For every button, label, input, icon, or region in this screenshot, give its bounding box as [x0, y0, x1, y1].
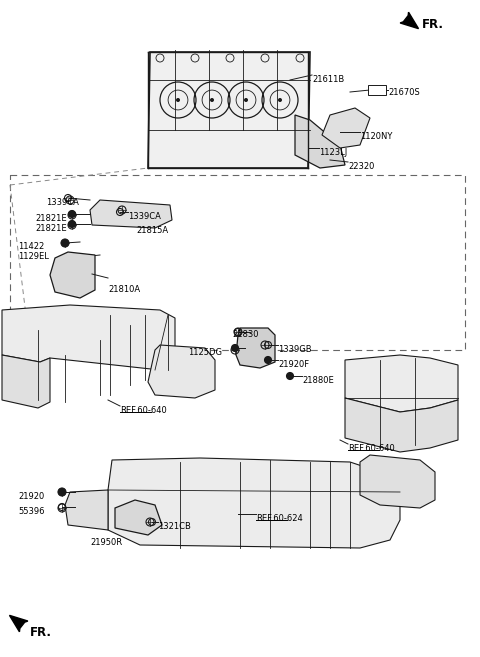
- Text: 21611B: 21611B: [312, 75, 344, 84]
- Text: 21815A: 21815A: [136, 226, 168, 235]
- Polygon shape: [148, 345, 215, 398]
- Text: 21880E: 21880E: [302, 376, 334, 385]
- Circle shape: [210, 98, 214, 102]
- Polygon shape: [90, 200, 172, 228]
- Text: 21810A: 21810A: [108, 285, 140, 294]
- Polygon shape: [2, 355, 50, 408]
- Polygon shape: [65, 490, 108, 530]
- Circle shape: [59, 489, 65, 495]
- Text: 21821E: 21821E: [35, 214, 67, 223]
- Text: REF.60-624: REF.60-624: [256, 514, 303, 523]
- Circle shape: [278, 98, 282, 102]
- Circle shape: [69, 210, 75, 217]
- Polygon shape: [295, 115, 345, 168]
- Text: 1129EL: 1129EL: [18, 252, 49, 261]
- Text: 1123LJ: 1123LJ: [319, 148, 347, 157]
- Text: 21950R: 21950R: [90, 538, 122, 547]
- Text: FR.: FR.: [422, 18, 444, 31]
- Polygon shape: [50, 252, 95, 298]
- Text: REF.60-640: REF.60-640: [348, 444, 395, 453]
- Text: 1120NY: 1120NY: [360, 132, 392, 141]
- Bar: [10, 175, 465, 350]
- Text: 11422: 11422: [18, 242, 44, 251]
- Circle shape: [61, 240, 69, 246]
- Text: 21920: 21920: [18, 492, 44, 501]
- Polygon shape: [148, 52, 310, 168]
- Text: 22320: 22320: [348, 162, 374, 171]
- Polygon shape: [360, 455, 435, 508]
- Circle shape: [176, 98, 180, 102]
- Text: 21920F: 21920F: [278, 360, 309, 369]
- Polygon shape: [108, 458, 400, 548]
- Circle shape: [69, 221, 75, 227]
- Text: 1339GB: 1339GB: [278, 345, 312, 354]
- Text: 1339CA: 1339CA: [128, 212, 161, 221]
- Polygon shape: [115, 500, 162, 535]
- Circle shape: [231, 344, 239, 351]
- Text: 21670S: 21670S: [388, 88, 420, 97]
- Text: 1339CA: 1339CA: [46, 198, 79, 207]
- Text: 55396: 55396: [18, 507, 45, 516]
- Text: 1321CB: 1321CB: [158, 522, 191, 531]
- Text: FR.: FR.: [30, 626, 52, 639]
- Circle shape: [264, 357, 272, 363]
- Polygon shape: [10, 616, 28, 632]
- Text: 21830: 21830: [232, 330, 259, 339]
- Polygon shape: [400, 12, 419, 29]
- Polygon shape: [345, 355, 458, 412]
- Polygon shape: [345, 398, 458, 452]
- Bar: [368, 85, 386, 95]
- Circle shape: [287, 373, 293, 380]
- Text: REF.60-640: REF.60-640: [120, 406, 167, 415]
- Polygon shape: [322, 108, 370, 148]
- Text: 21821E: 21821E: [35, 224, 67, 233]
- Polygon shape: [2, 305, 175, 370]
- Circle shape: [244, 98, 248, 102]
- Text: 1125DG: 1125DG: [188, 348, 222, 357]
- Polygon shape: [236, 328, 275, 368]
